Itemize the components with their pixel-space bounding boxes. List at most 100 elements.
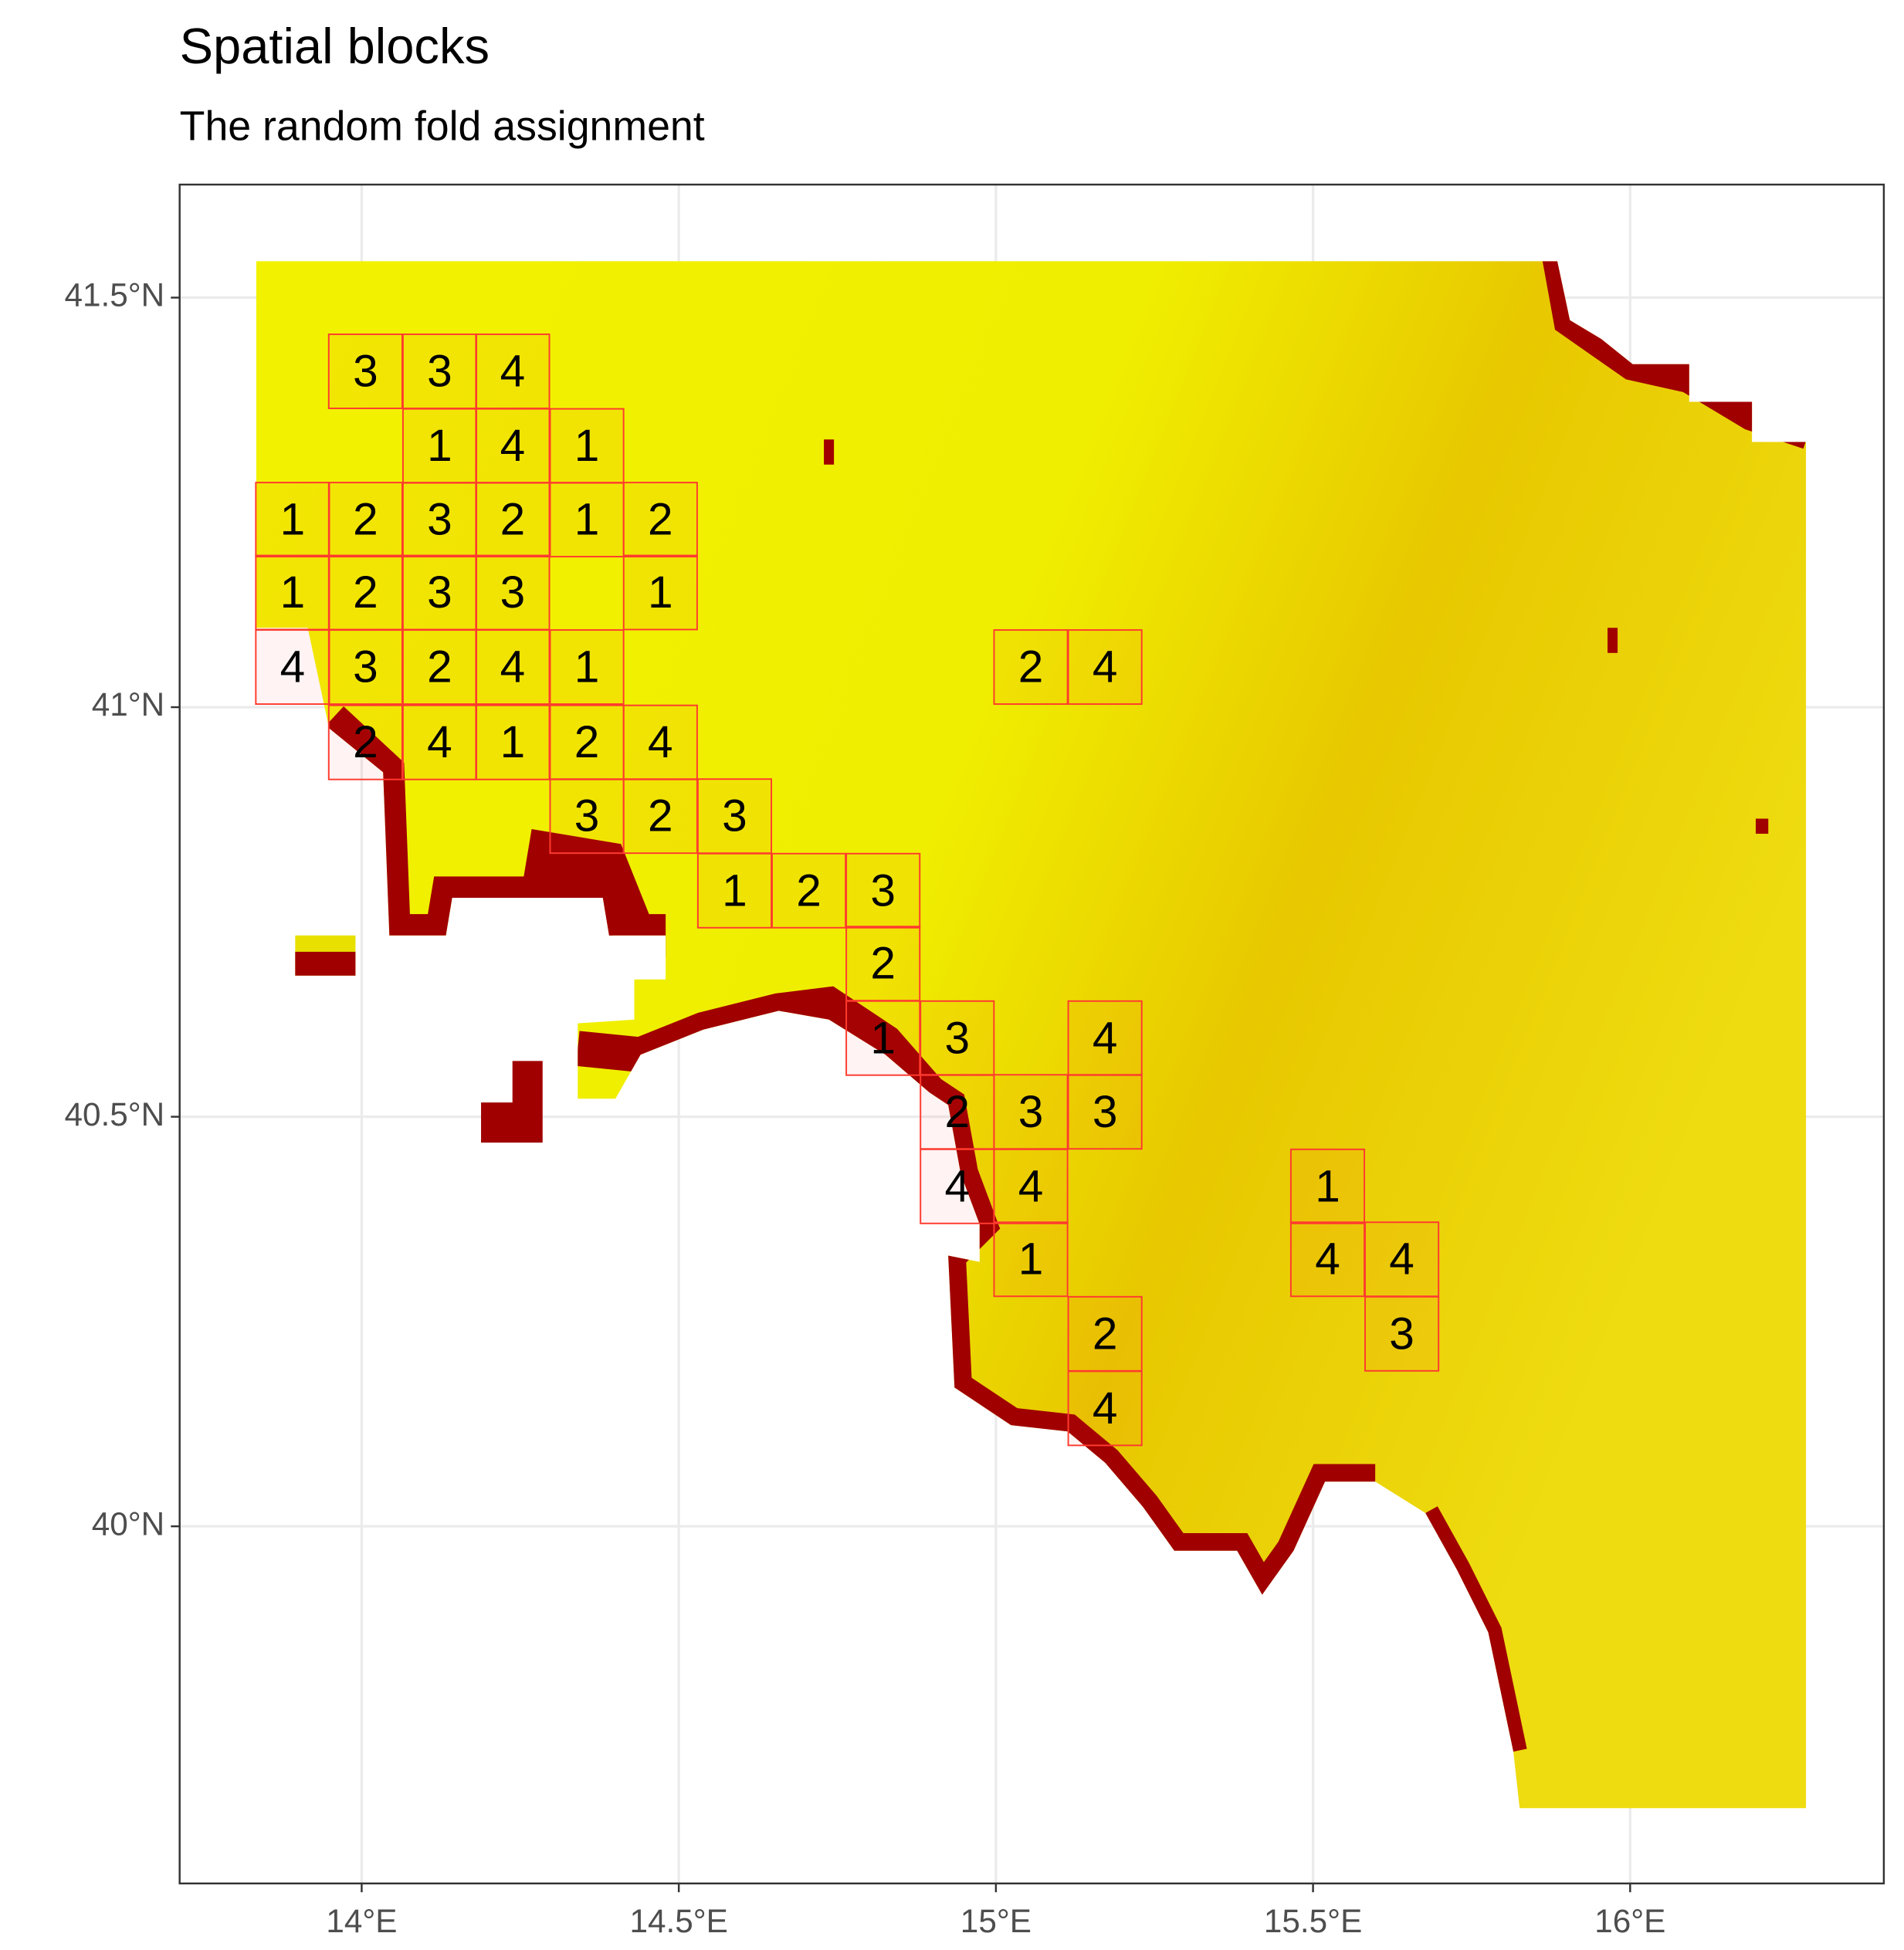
fold-label: 2: [796, 865, 822, 916]
spatial-block: [993, 1221, 1069, 1298]
fold-label: 3: [427, 347, 452, 397]
fold-label: 4: [280, 642, 306, 692]
fold-label: 3: [574, 791, 600, 841]
lake: [1755, 818, 1769, 835]
fold-label: 1: [648, 567, 673, 618]
fold-label: 2: [574, 717, 600, 767]
subtitle: The random fold assignment: [180, 103, 705, 150]
spatial-block: [549, 629, 625, 706]
panel-border: [178, 183, 1885, 1885]
spatial-block: [327, 482, 403, 558]
spatial-block: [1067, 1000, 1143, 1076]
fold-label: 3: [500, 567, 526, 618]
fold-label: 4: [427, 717, 452, 767]
spatial-block: [401, 704, 478, 780]
fold-label: 4: [1018, 1161, 1044, 1211]
x-tick-label: 14.5°E: [629, 1903, 727, 1939]
fold-label: 2: [1018, 642, 1044, 692]
fold-label: 1: [280, 567, 306, 618]
spatial-block: [475, 408, 551, 484]
spatial-block: [1067, 629, 1143, 706]
spatial-block: [771, 852, 847, 929]
spatial-block: [327, 704, 403, 780]
fold-label: 4: [1389, 1234, 1414, 1285]
spatial-block: [401, 408, 478, 484]
spatial-block: [845, 1000, 921, 1076]
title: Spatial blocks: [180, 18, 490, 74]
x-tick-label: 16°E: [1594, 1903, 1665, 1939]
spatial-block: [1067, 1074, 1143, 1150]
spatial-block: [993, 1148, 1069, 1224]
spatial-block: [1289, 1221, 1366, 1298]
x-tick-label: 14°E: [326, 1903, 397, 1939]
spatial-block: [622, 778, 698, 855]
island-coast: [295, 951, 356, 976]
fold-label: 1: [574, 495, 600, 545]
fold-label: 4: [500, 347, 526, 397]
spatial-block: [845, 926, 921, 1002]
fold-label: 3: [1389, 1308, 1414, 1359]
spatial-block: [920, 1000, 995, 1076]
spatial-block: [327, 629, 403, 706]
spatial-block: [622, 554, 698, 631]
fold-label: 3: [722, 791, 747, 841]
y-tick-label: 40.5°N: [64, 1096, 164, 1132]
lake: [824, 439, 835, 465]
fold-label: 1: [574, 642, 600, 692]
spatial-block: [549, 704, 625, 780]
fold-label: 4: [1093, 1383, 1118, 1434]
fold-label: 1: [500, 717, 526, 767]
spatial-block: [549, 482, 625, 558]
fold-label: 4: [1093, 642, 1118, 692]
spatial-block: [845, 852, 921, 929]
fold-label: 1: [280, 495, 306, 545]
x-tick-label: 15.5°E: [1264, 1903, 1362, 1939]
fold-label: 2: [1093, 1308, 1118, 1359]
spatial-block: [475, 704, 551, 780]
fold-label: 2: [353, 567, 378, 618]
lake: [1608, 628, 1618, 653]
fold-label: 1: [870, 1013, 896, 1063]
y-tick-label: 41°N: [92, 686, 164, 723]
land: [256, 261, 1807, 1809]
spatial-block: [1067, 1370, 1143, 1447]
blocks: 3 3 41 4 11 2 3 2 1 21 2 3 3 14 3 2 4 1 2 42 4 1 2 43 2 31 2 321 3 42…: [255, 333, 1440, 1447]
fold-label: 2: [648, 791, 673, 841]
fold-label: 2: [353, 717, 378, 767]
spatial-block: [475, 554, 551, 631]
y-tick-label: 41.5°N: [64, 277, 164, 313]
fold-label: 4: [1315, 1234, 1340, 1285]
island: [481, 1061, 543, 1143]
spatial-block: [993, 629, 1069, 706]
fold-label: 1: [1315, 1161, 1340, 1211]
spatial-block: [255, 482, 330, 558]
spatial-block: [255, 554, 330, 631]
y-tick-label: 40°N: [92, 1505, 164, 1542]
spatial-block: [327, 554, 403, 631]
fold-label: 3: [944, 1013, 970, 1063]
fold-label: 3: [427, 567, 452, 618]
fold-label: 2: [353, 495, 378, 545]
fold-label: 2: [500, 495, 526, 545]
fold-label: 1: [1018, 1234, 1044, 1285]
spatial-block: [696, 778, 772, 855]
spatial-block: [696, 852, 772, 929]
fold-label: 1: [574, 421, 600, 471]
spatial-block: [549, 408, 625, 484]
fold-label: 3: [353, 642, 378, 692]
fold-label: 3: [1093, 1087, 1118, 1137]
spatial-block: [622, 482, 698, 558]
fold-label: 1: [427, 421, 452, 471]
fold-label: 4: [1093, 1013, 1118, 1063]
fold-label: 3: [427, 495, 452, 545]
fold-label: 3: [1018, 1087, 1044, 1137]
fold-label: 4: [500, 421, 526, 471]
fold-label: 4: [944, 1161, 970, 1211]
fold-label: 2: [648, 495, 673, 545]
spatial-block: [549, 778, 625, 855]
fold-label: 1: [722, 865, 747, 916]
spatial-block: [401, 629, 478, 706]
fold-label: 2: [944, 1087, 970, 1137]
